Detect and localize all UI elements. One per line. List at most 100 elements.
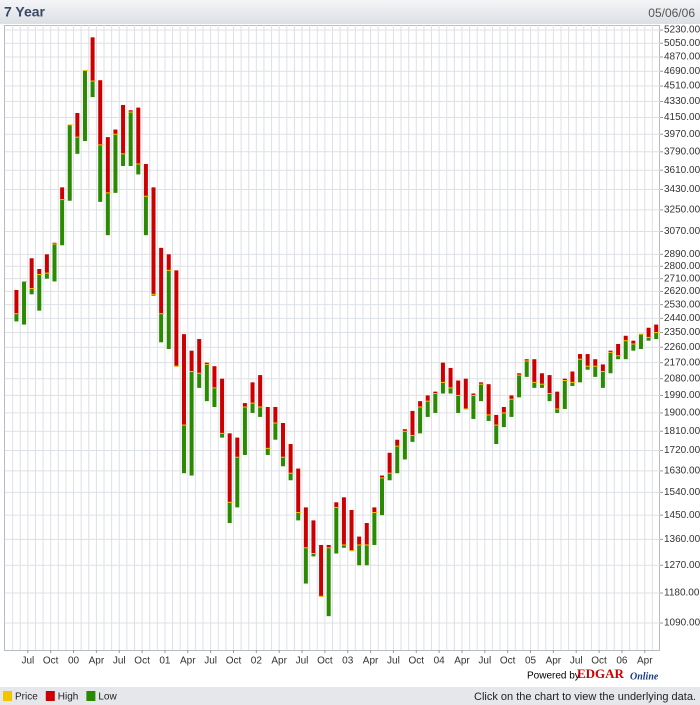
low-bar [136,163,141,175]
low-bar [600,371,605,388]
high-bar [143,163,148,197]
high-bar [90,37,95,82]
y-tick-label: 2350.00 [664,327,700,338]
high-bar [14,289,19,314]
x-tick-label: Oct [226,656,242,667]
low-bar [547,393,552,402]
y-tick-label: 1540.00 [664,487,700,498]
low-bar [75,137,80,154]
high-bar [395,439,400,447]
low-bar [128,112,133,167]
high-bar [212,366,217,388]
high-bar [37,268,42,275]
x-tick-label: Jul [387,656,400,667]
high-bar [608,350,613,353]
low-bar [585,366,590,370]
high-bar [326,544,331,548]
high-bar [105,137,110,193]
high-bar [501,406,506,413]
y-tick-label: 2260.00 [664,342,700,353]
y-tick-label: 3790.00 [664,146,700,157]
high-bar [235,437,240,458]
low-bar [357,544,362,566]
low-bar [418,406,423,434]
high-bar [258,375,263,407]
high-bar [303,507,308,548]
powered-by-brand[interactable]: EDGAR [577,666,625,681]
low-bar [654,332,659,340]
low-bar [539,384,544,388]
low-bar [562,380,567,409]
low-bar [471,395,476,419]
y-tick-label: 2080.00 [664,373,700,384]
footer-bar [0,687,700,705]
low-bar [517,375,522,398]
high-bar [654,324,659,333]
high-bar [60,187,65,200]
high-bar [593,359,598,367]
low-bar [570,382,575,387]
low-bar [151,294,156,296]
x-tick-label: 02 [251,656,263,667]
y-tick-label: 4150.00 [664,112,700,123]
low-bar [52,243,57,282]
low-bar [334,507,339,554]
legend-label: Low [98,692,117,703]
high-bar [159,247,164,314]
low-bar [82,70,87,141]
powered-by-brand-suffix[interactable]: Online [630,671,659,682]
low-bar [60,199,65,246]
high-bar [623,335,628,341]
high-bar [280,423,285,458]
high-bar [616,343,621,356]
y-tick-label: 2710.00 [664,273,700,284]
high-bar [151,187,156,295]
y-tick-label: 4510.00 [664,81,700,92]
low-bar [242,406,247,455]
high-bar [288,444,293,474]
high-bar [532,359,537,383]
low-bar [44,273,49,279]
high-bar [600,364,605,372]
high-bar [273,406,278,424]
high-bar [75,112,80,138]
low-bar [532,382,537,388]
low-bar [646,337,651,341]
low-bar [204,364,209,402]
y-tick-label: 1630.00 [664,466,700,477]
y-tick-label: 3430.00 [664,184,700,195]
x-tick-label: Jul [21,656,34,667]
high-bar [250,382,255,404]
high-bar [98,80,103,145]
high-bar [121,104,126,154]
high-bar [494,414,499,426]
high-bar [296,468,301,513]
x-tick-label: Jul [204,656,217,667]
high-bar [136,107,141,164]
y-tick-label: 4690.00 [664,66,700,77]
x-tick-label: Oct [43,656,59,667]
legend-swatch [3,691,12,701]
high-bar [29,258,34,289]
low-bar [486,414,491,421]
x-tick-label: Jul [570,656,583,667]
high-bar [341,497,346,545]
high-bar [547,375,552,394]
x-tick-label: Apr [454,656,470,667]
y-tick-label: 3250.00 [664,205,700,216]
y-tick-label: 1090.00 [664,618,700,629]
footer-note[interactable]: Click on the chart to view the underlyin… [474,691,696,703]
y-tick-label: 2890.00 [664,249,700,260]
high-bar [402,429,407,432]
x-tick-label: Oct [134,656,150,667]
low-bar [303,547,308,584]
high-bar [197,339,202,374]
low-bar [364,544,369,566]
low-bar [509,399,514,417]
low-bar [159,313,164,343]
low-bar [410,435,415,442]
low-bar [494,425,499,445]
legend-label: Price [15,692,38,703]
y-tick-label: 4870.00 [664,52,700,63]
